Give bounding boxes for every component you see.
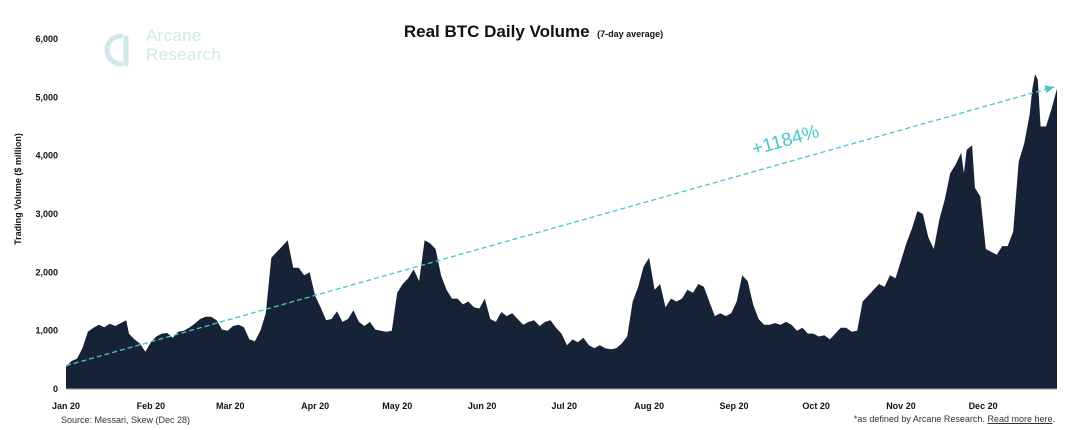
y-tick-label: 0 — [53, 384, 58, 394]
x-tick-label: Dec 20 — [969, 401, 998, 411]
x-tick-label: May 20 — [382, 401, 412, 411]
y-tick-label: 2,000 — [35, 267, 58, 277]
x-tick-label: Aug 20 — [634, 401, 664, 411]
arcane-logo-icon — [95, 28, 135, 73]
x-tick-label: Jun 20 — [468, 401, 497, 411]
trend-annotation: +1184% — [750, 121, 822, 160]
x-tick-label: Jan 20 — [52, 401, 80, 411]
logo-line-2: Research — [146, 45, 222, 64]
x-tick-labels: Jan 20 Feb 20 Mar 20 Apr 20 May 20 Jun 20 Jul … — [52, 401, 998, 411]
arcane-logo-text: Arcane Research — [146, 26, 221, 64]
volume-area — [66, 74, 1057, 389]
x-tick-label: Jul 20 — [551, 401, 577, 411]
chart-subtitle: (7-day average) — [597, 29, 664, 39]
y-tick-labels: 0 1,000 2,000 3,000 4,000 5,000 6,000 — [35, 34, 58, 394]
chart-title: Real BTC Daily Volume — [403, 22, 590, 41]
x-tick-label: Mar 20 — [216, 401, 245, 411]
y-tick-label: 4,000 — [35, 151, 58, 161]
footnote-text: *as defined by Arcane Research. — [853, 414, 988, 424]
source-note: Source: Messari, Skew (Dec 28) — [61, 415, 191, 425]
x-tick-label: Sep 20 — [719, 401, 748, 411]
y-tick-label: 6,000 — [35, 34, 58, 44]
footnote-end: . — [1052, 414, 1055, 424]
x-tick-label: Nov 20 — [886, 401, 916, 411]
logo-line-1: Arcane — [146, 26, 202, 45]
x-tick-label: Apr 20 — [301, 401, 329, 411]
x-tick-label: Feb 20 — [137, 401, 166, 411]
read-more-link[interactable]: Read more here — [987, 414, 1053, 424]
chart-title-block: Real BTC Daily Volume (7-day average) — [0, 22, 1067, 42]
y-tick-label: 3,000 — [35, 209, 58, 219]
footnote: *as defined by Arcane Research. Read mor… — [854, 414, 1055, 424]
y-axis-label: Trading Volume ($ million) — [13, 133, 23, 245]
x-tick-label: Oct 20 — [802, 401, 830, 411]
trend-line — [65, 86, 1055, 367]
y-tick-label: 5,000 — [35, 92, 58, 102]
y-tick-label: 1,000 — [35, 326, 58, 336]
trend-arrowhead — [1044, 85, 1055, 94]
